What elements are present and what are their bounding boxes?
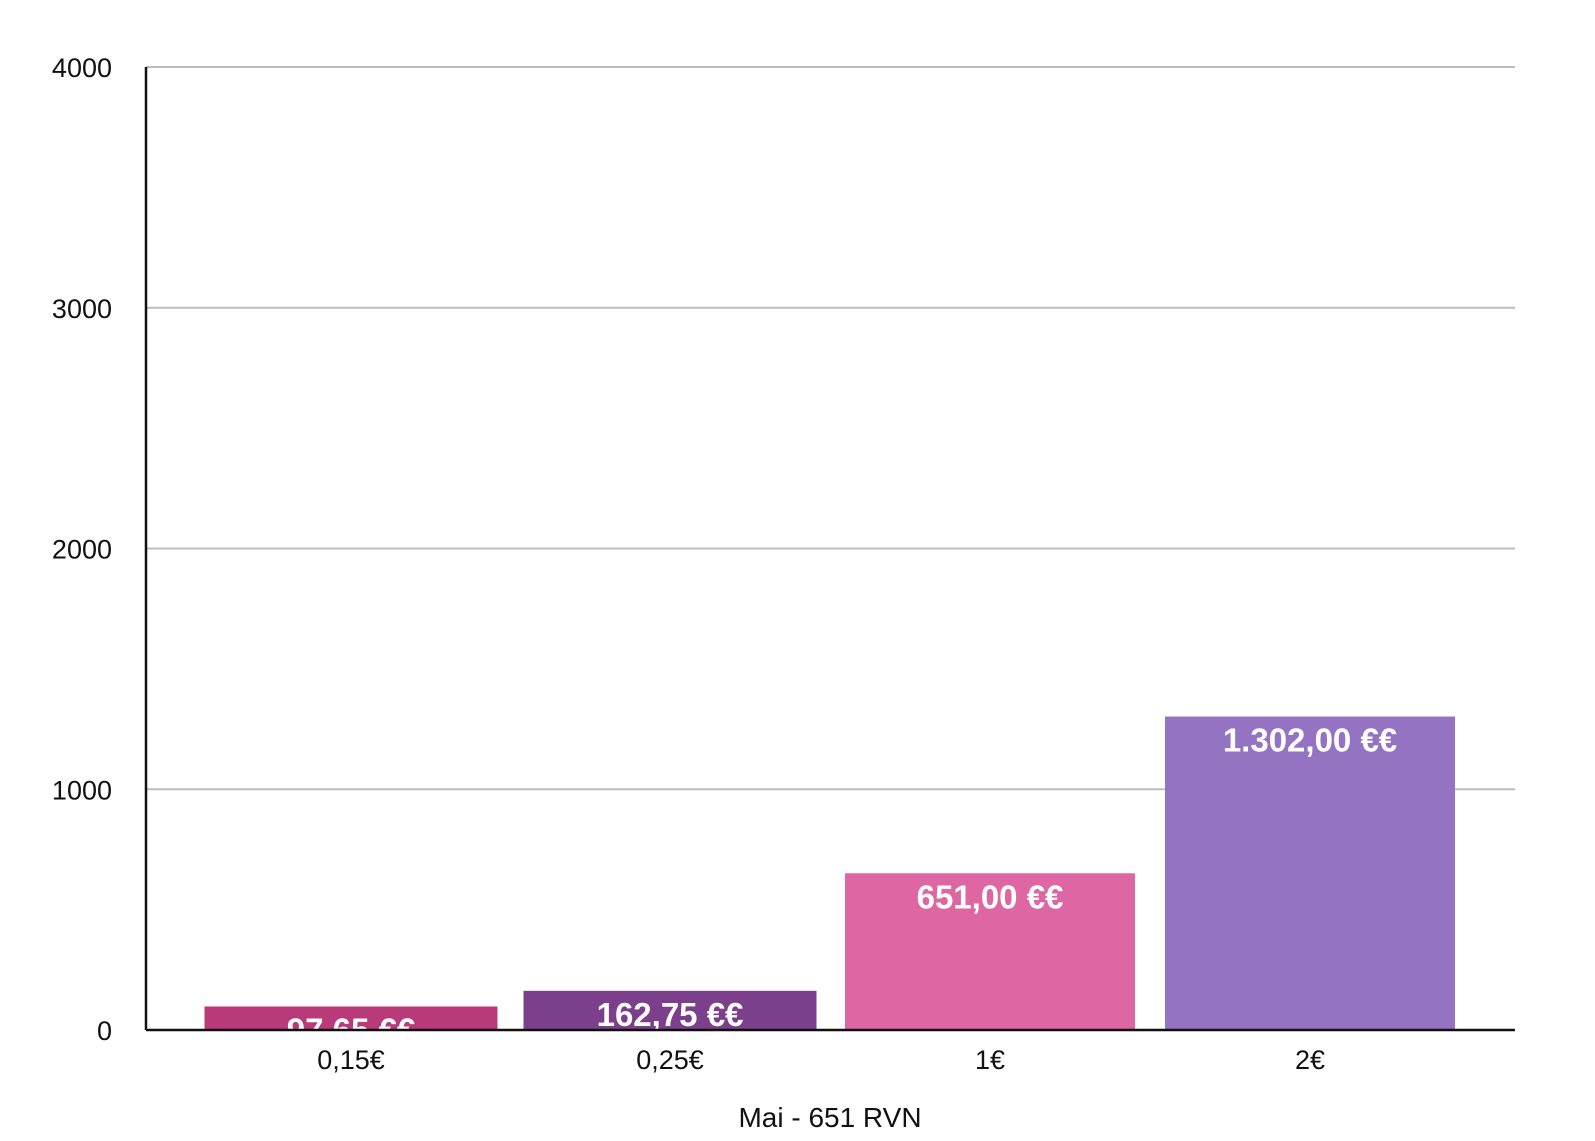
gridlines [146,66,1515,791]
bar [1165,716,1455,1030]
x-tick-label: 1€ [975,1045,1005,1075]
bar-data-label: 651,00 €€ [917,878,1064,915]
bar-data-label: 162,75 €€ [597,996,744,1033]
axes [144,67,1515,1032]
bar [523,990,817,1030]
y-tick-label: 3000 [52,294,112,324]
y-tick-label: 0 [97,1016,112,1046]
data-labels: 97,65 €€ 162,75 €€ 651,00 €€ 1.302,00 €€ [287,722,1397,1048]
x-tick-label: 2€ [1295,1045,1325,1075]
x-tick-label: 0,25€ [636,1045,704,1075]
x-tick-label: 0,15€ [317,1045,385,1075]
bar [845,873,1135,1030]
x-tick-labels: 0,15€ 0,25€ 1€ 2€ [317,1045,1325,1075]
bar-data-label: 1.302,00 €€ [1223,722,1397,759]
y-tick-label: 1000 [52,775,112,805]
bar [204,1006,498,1030]
y-tick-labels: 0 1000 2000 3000 4000 [52,53,112,1046]
bar-data-label: 97,65 €€ [287,1011,415,1048]
bars [204,716,1455,1030]
x-axis-title: Mai - 651 RVN [738,1102,921,1133]
y-tick-label: 4000 [52,53,112,83]
y-tick-label: 2000 [52,535,112,565]
